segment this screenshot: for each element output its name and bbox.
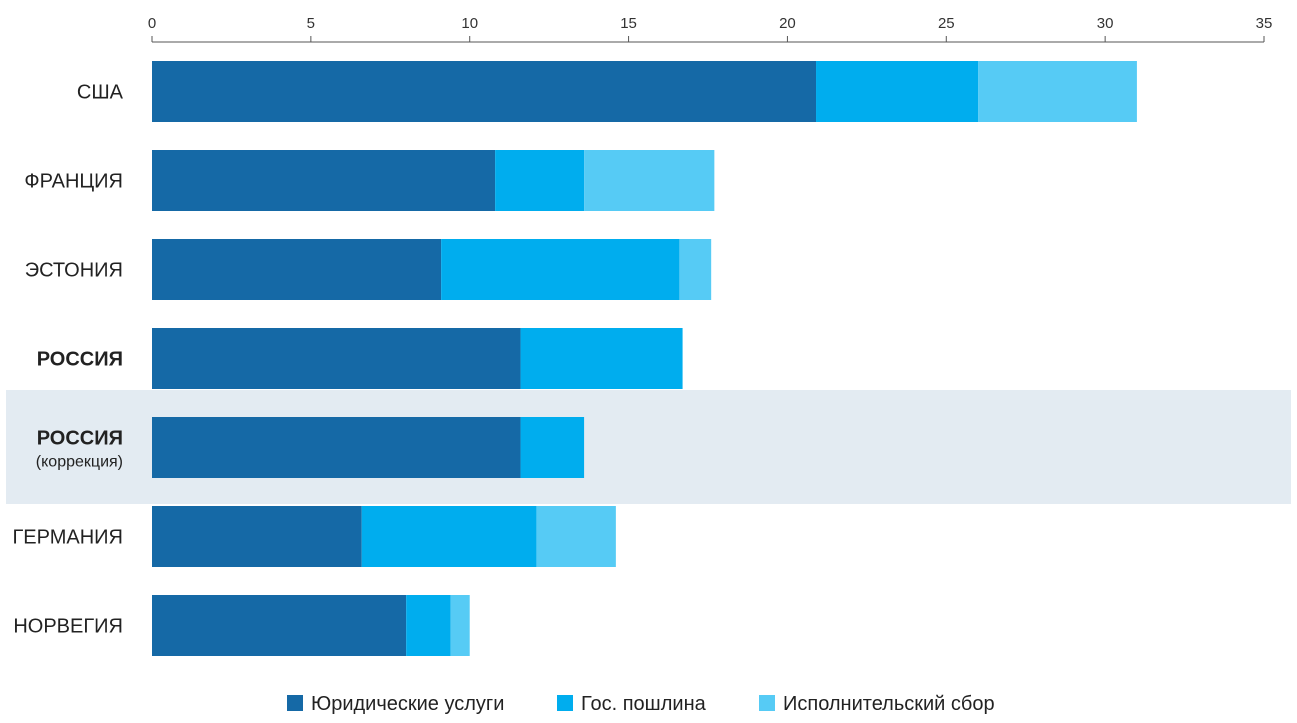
x-tick-label: 0 — [148, 15, 156, 32]
bar-segment-3 — [978, 61, 1137, 122]
bar-segment-3 — [536, 506, 616, 567]
category-label: РОССИЯ — [37, 428, 123, 450]
legend-swatch — [557, 695, 573, 711]
category-label: США — [77, 82, 124, 104]
category-labels: США ФРАНЦИЯ ЭСТОНИЯ РОССИЯ РОССИЯ (коррекция)… — [12, 82, 123, 638]
bar-segment-2 — [520, 328, 683, 389]
bar-segment-3 — [679, 239, 712, 300]
category-label: ГЕРМАНИЯ — [12, 527, 123, 549]
x-tick-label: 5 — [307, 15, 315, 32]
legend-swatch — [287, 695, 303, 711]
bar-segment-3 — [450, 595, 470, 656]
x-tick-label: 30 — [1097, 15, 1114, 32]
bar-segment-1 — [152, 506, 362, 567]
bar-segment-1 — [152, 150, 496, 211]
bar-segment-1 — [152, 417, 521, 478]
x-tick-label: 35 — [1256, 15, 1273, 32]
legend-label: Исполнительский сбор — [783, 693, 995, 715]
x-tick-label: 25 — [938, 15, 955, 32]
bar-segment-1 — [152, 328, 521, 389]
category-label: ФРАНЦИЯ — [24, 171, 123, 193]
bar-segment-3 — [584, 150, 715, 211]
x-tick-label: 15 — [620, 15, 637, 32]
bar-segment-2 — [406, 595, 451, 656]
legend-label: Юридические услуги — [311, 693, 504, 715]
x-tick-label: 20 — [779, 15, 796, 32]
category-label: НОРВЕГИЯ — [13, 616, 123, 638]
bar-segment-2 — [361, 506, 537, 567]
legend: Юридические услуги Гос. пошлина Исполнител… — [287, 693, 995, 715]
legend-label: Гос. пошлина — [581, 693, 707, 715]
bar-segment-2 — [441, 239, 680, 300]
bar-segment-2 — [520, 417, 585, 478]
bar-segment-2 — [816, 61, 979, 122]
legend-swatch — [759, 695, 775, 711]
x-axis: 0 5 10 15 20 25 30 35 — [148, 15, 1273, 43]
bar-segment-2 — [495, 150, 585, 211]
category-label: РОССИЯ — [37, 349, 123, 371]
x-tick-label: 10 — [461, 15, 478, 32]
category-sublabel: (коррекция) — [36, 454, 123, 471]
category-label: ЭСТОНИЯ — [25, 260, 123, 282]
bars — [152, 61, 1137, 656]
bar-segment-1 — [152, 239, 442, 300]
bar-segment-1 — [152, 61, 817, 122]
bar-segment-1 — [152, 595, 407, 656]
